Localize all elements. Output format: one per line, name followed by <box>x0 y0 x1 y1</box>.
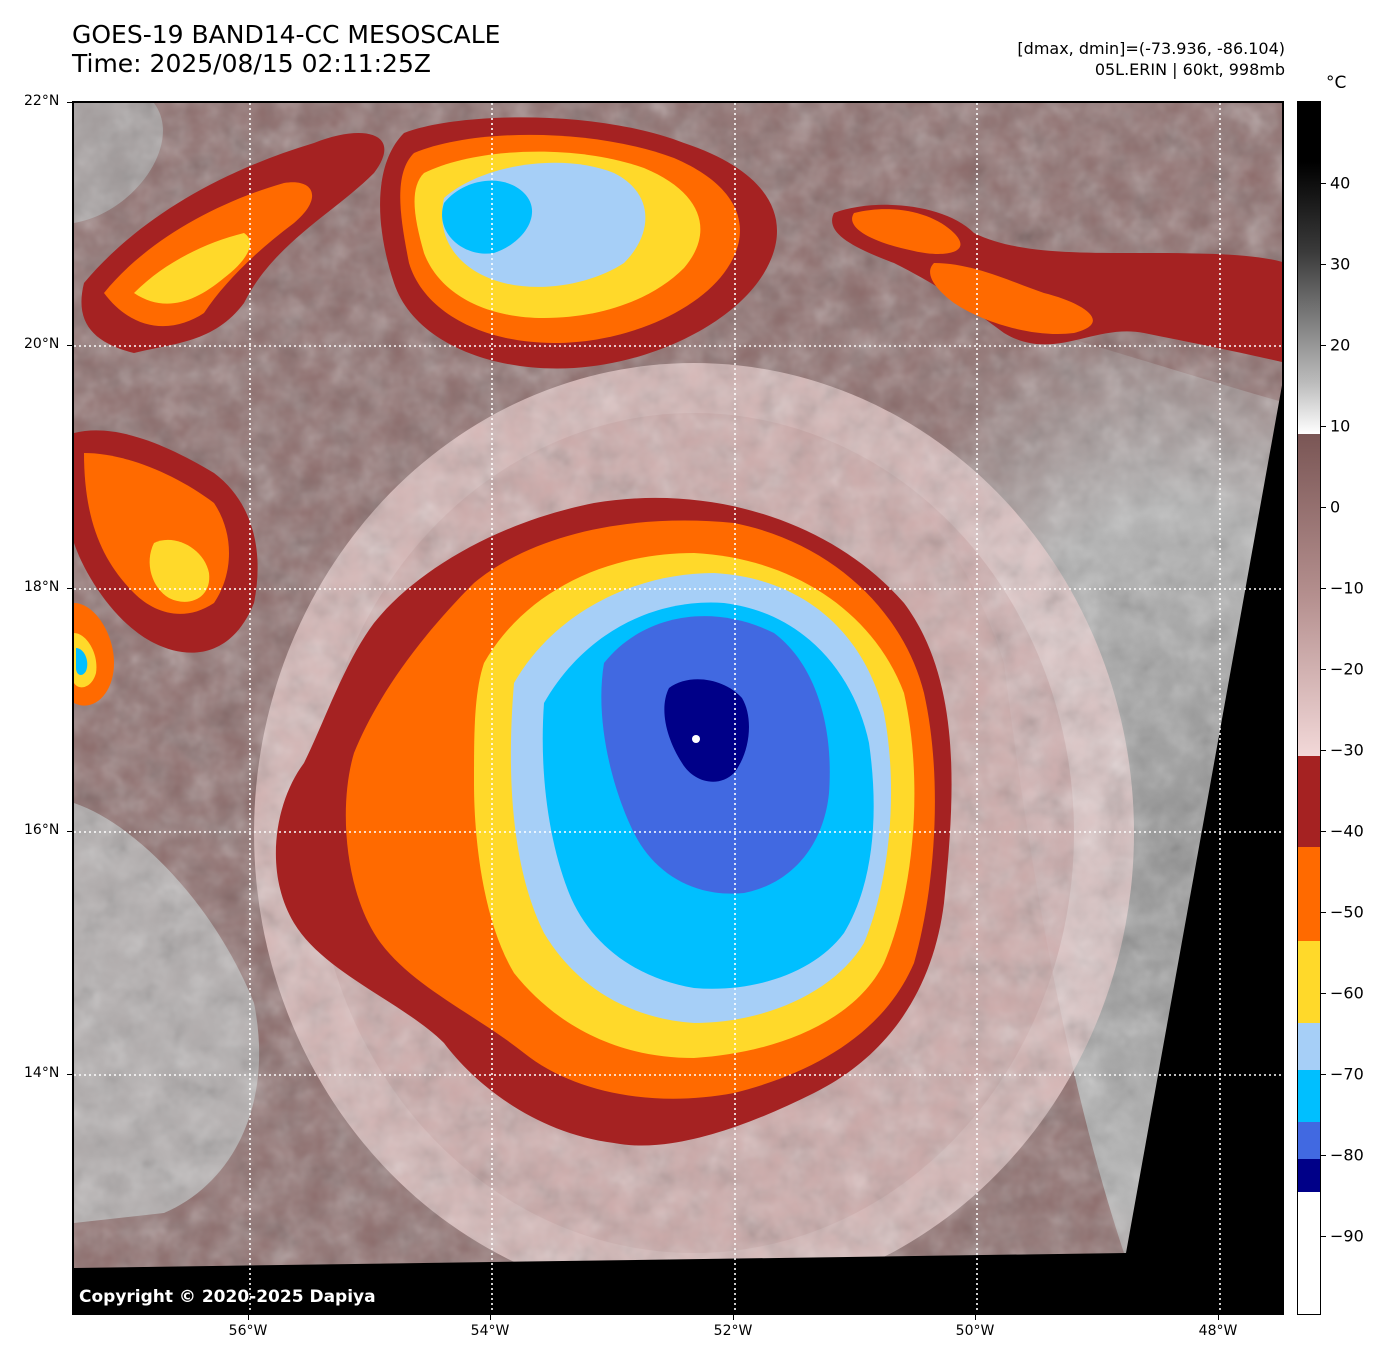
no-data-region <box>74 385 1282 1313</box>
colorbar-gray-segment <box>1298 102 1320 434</box>
lon-label-56w: 56°W <box>228 1323 268 1339</box>
colorbar-tick-minus40: −40 <box>1330 821 1364 841</box>
lon-label-52w: 52°W <box>713 1323 753 1339</box>
lon-label-48w: 48°W <box>1198 1323 1238 1339</box>
colorbar-skyblue-segment <box>1298 1070 1320 1122</box>
colorbar-tick-mark <box>1321 1074 1326 1075</box>
ne-band-orange-1 <box>852 209 961 254</box>
lat-tick <box>67 588 72 589</box>
info-block: [dmax, dmin]=(-73.936, -86.104) 05L.ERIN… <box>1017 38 1285 80</box>
storm-info: 05L.ERIN | 60kt, 998mb <box>1094 60 1285 79</box>
storm-coldest-tops-navy <box>664 679 749 782</box>
colorbar-tick-mark <box>1321 183 1326 184</box>
north-cell-skyblue <box>442 180 533 254</box>
west-patch-yellow <box>149 539 210 602</box>
colorbar-tick-mark <box>1321 912 1326 913</box>
colorbar-tick-mark <box>1321 588 1326 589</box>
storm-center-pixel <box>692 735 700 743</box>
colorbar-tick-40: 40 <box>1330 173 1351 193</box>
colorbar-tick-minus20: −20 <box>1330 659 1364 679</box>
lon-label-54w: 54°W <box>470 1323 510 1339</box>
nw-band-yellow <box>134 233 251 304</box>
colorbar-tick-10: 10 <box>1330 416 1351 436</box>
lat-label-14n: 14°N <box>24 1065 60 1081</box>
lat-label-18n: 18°N <box>24 579 60 595</box>
lat-tick <box>67 1074 72 1075</box>
colorbar-tick-mark <box>1321 345 1326 346</box>
colorbar-tick-minus70: −70 <box>1330 1064 1364 1084</box>
colorbar-tick-minus30: −30 <box>1330 740 1364 760</box>
colorbar-tick-minus90: −90 <box>1330 1226 1364 1246</box>
colorbar-brown-segment <box>1298 434 1320 756</box>
lat-tick <box>67 831 72 832</box>
graticule <box>74 103 1282 1313</box>
colorbar-tick-mark <box>1321 1155 1326 1156</box>
colorbar-tick-minus60: −60 <box>1330 983 1364 1003</box>
colorbar-tick-0: 0 <box>1330 497 1341 517</box>
satellite-map[interactable]: Copyright © 2020-2025 Dapiya <box>72 101 1284 1315</box>
colorbar-tick-mark <box>1321 993 1326 994</box>
colorbar-royalblue-segment <box>1298 1122 1320 1159</box>
lon-label-50w: 50°W <box>955 1323 995 1339</box>
temperature-range: [dmax, dmin]=(-73.936, -86.104) <box>1017 39 1285 58</box>
lon-tick <box>975 1315 976 1320</box>
west-edge-blue <box>76 648 88 675</box>
colorbar-tick-mark <box>1321 426 1326 427</box>
colorbar-tick-mark <box>1321 831 1326 832</box>
colorbar-tick-mark <box>1321 669 1326 670</box>
colorbar-white-segment <box>1298 1192 1320 1314</box>
colorbar-unit: °C <box>1326 73 1347 93</box>
lon-tick <box>248 1315 249 1320</box>
colorbar-tick-30: 30 <box>1330 254 1351 274</box>
temperature-colorbar <box>1297 101 1321 1315</box>
product-title: GOES-19 BAND14-CC MESOSCALE <box>72 20 501 49</box>
colorbar-orange-segment <box>1298 847 1320 941</box>
colorbar-tick-mark <box>1321 507 1326 508</box>
colorbar-tick-minus10: −10 <box>1330 578 1364 598</box>
lat-tick <box>67 345 72 346</box>
ne-band-orange-2 <box>930 263 1093 334</box>
lon-tick <box>733 1315 734 1320</box>
colorbar-tick-minus50: −50 <box>1330 902 1364 922</box>
lat-label-16n: 16°N <box>24 822 60 838</box>
lat-tick <box>67 102 72 103</box>
colorbar-tick-mark <box>1321 750 1326 751</box>
colorbar-yellow-segment <box>1298 941 1320 1023</box>
colorbar-tick-20: 20 <box>1330 335 1351 355</box>
colorbar-navy-segment <box>1298 1159 1320 1192</box>
lon-tick <box>1218 1315 1219 1320</box>
satellite-imagery <box>74 103 1282 1313</box>
observation-time: Time: 2025/08/15 02:11:25Z <box>72 49 431 78</box>
colorbar-tick-mark <box>1321 264 1326 265</box>
lat-label-22n: 22°N <box>24 93 60 109</box>
colorbar-red-segment <box>1298 756 1320 847</box>
copyright-notice: Copyright © 2020-2025 Dapiya <box>79 1287 376 1307</box>
lon-tick <box>490 1315 491 1320</box>
colorbar-tick-mark <box>1321 1236 1326 1237</box>
colorbar-lightblue-segment <box>1298 1023 1320 1070</box>
colorbar-tick-minus80: −80 <box>1330 1145 1364 1165</box>
lat-label-20n: 20°N <box>24 336 60 352</box>
title-block: GOES-19 BAND14-CC MESOSCALE Time: 2025/0… <box>72 20 500 78</box>
